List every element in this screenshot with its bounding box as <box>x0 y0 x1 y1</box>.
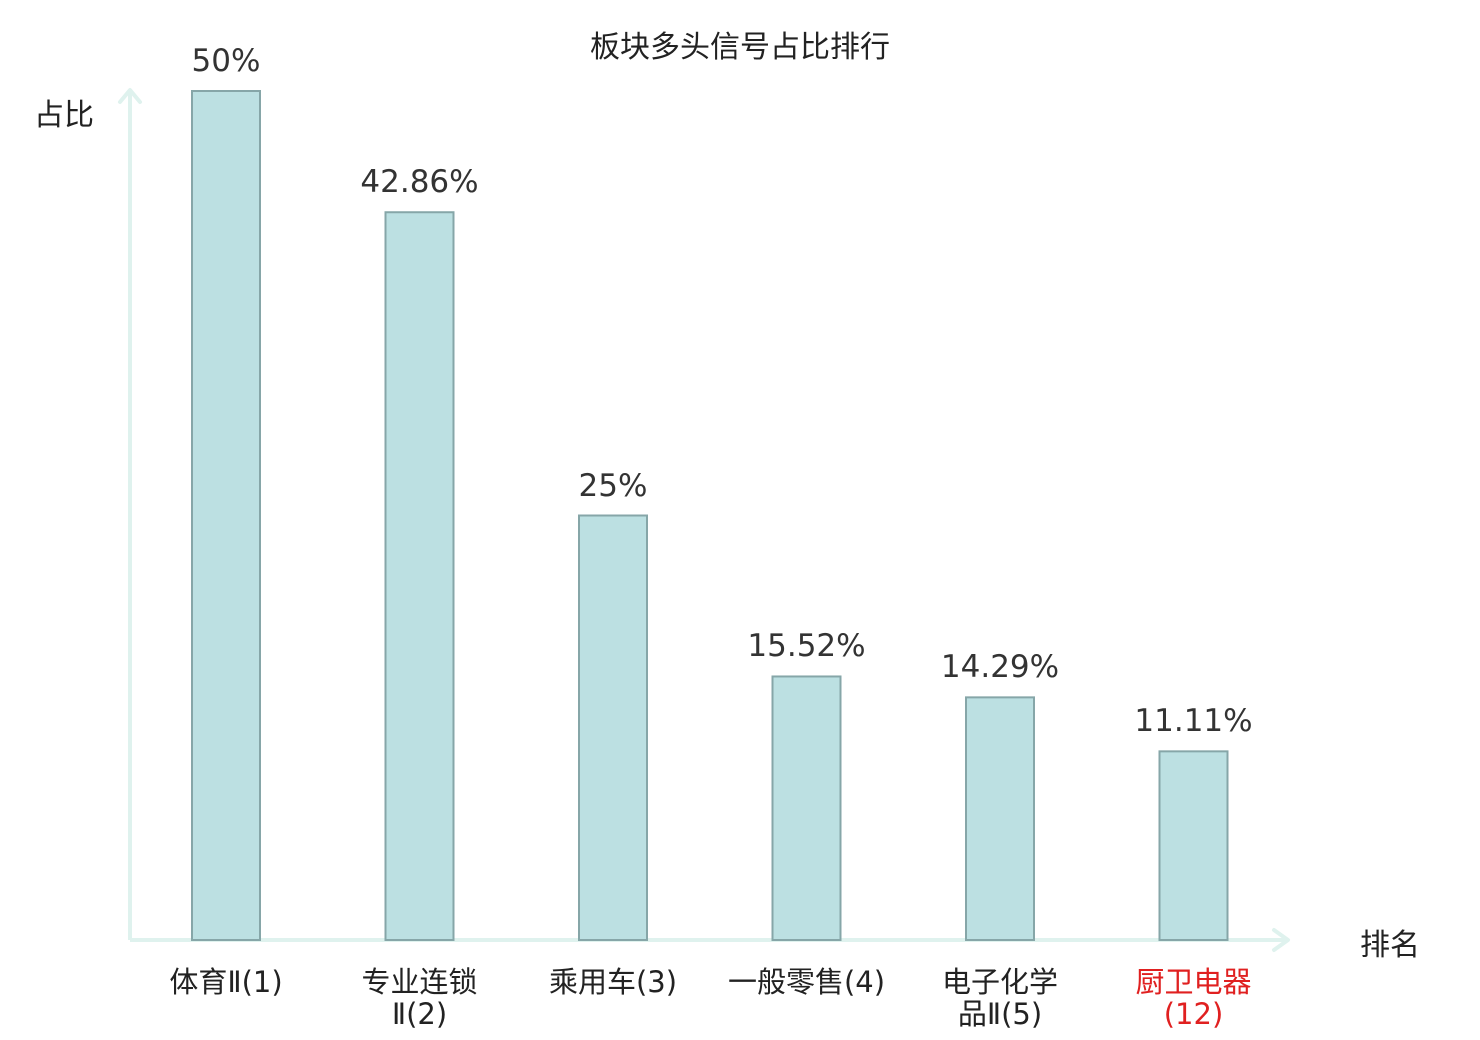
axes <box>118 88 1290 952</box>
x-tick-label-line: 一般零售(4) <box>727 965 886 999</box>
x-tick-label-line: 专业连锁 <box>361 965 478 999</box>
x-tick-label: 电子化学 品Ⅱ(5) <box>915 966 1085 1030</box>
bar <box>1158 750 1229 941</box>
x-tick-label: 厨卫电器(12) <box>1109 966 1279 1030</box>
data-label: 42.86% <box>360 164 479 201</box>
bars <box>191 90 1229 942</box>
x-tick-label-line: 品Ⅱ(5) <box>957 997 1043 1031</box>
x-tick-label-line: 体育Ⅱ(1) <box>169 965 283 999</box>
bar <box>578 514 648 941</box>
y-axis-arrow <box>118 88 142 104</box>
x-tick-label: 体育Ⅱ(1) <box>141 966 311 998</box>
bar <box>384 211 455 942</box>
bar <box>965 696 1035 941</box>
bar <box>771 675 842 941</box>
x-tick-label-line: Ⅱ(2) <box>391 997 448 1031</box>
x-tick-label: 一般零售(4) <box>722 966 892 998</box>
x-axis-arrow <box>1272 928 1290 952</box>
x-tick-label-line: 厨卫电器(12) <box>1135 965 1252 1031</box>
data-label: 14.29% <box>940 649 1060 686</box>
chart-title: 板块多头信号占比排行 <box>590 30 890 65</box>
x-tick-label: 乘用车(3) <box>528 966 698 998</box>
x-tick-label: 专业连锁 Ⅱ(2) <box>335 966 505 1030</box>
data-label: 50% <box>191 43 261 79</box>
x-axis-label: 排名 <box>1360 928 1420 963</box>
x-tick-label-line: 电子化学 <box>941 965 1058 999</box>
x-tick-label-line: 乘用车(3) <box>548 965 678 999</box>
y-axis-label: 占比 <box>34 98 94 133</box>
data-label: 15.52% <box>747 628 866 665</box>
data-label: 11.11% <box>1134 703 1253 740</box>
bar <box>191 90 261 941</box>
data-label: 25% <box>578 467 648 504</box>
